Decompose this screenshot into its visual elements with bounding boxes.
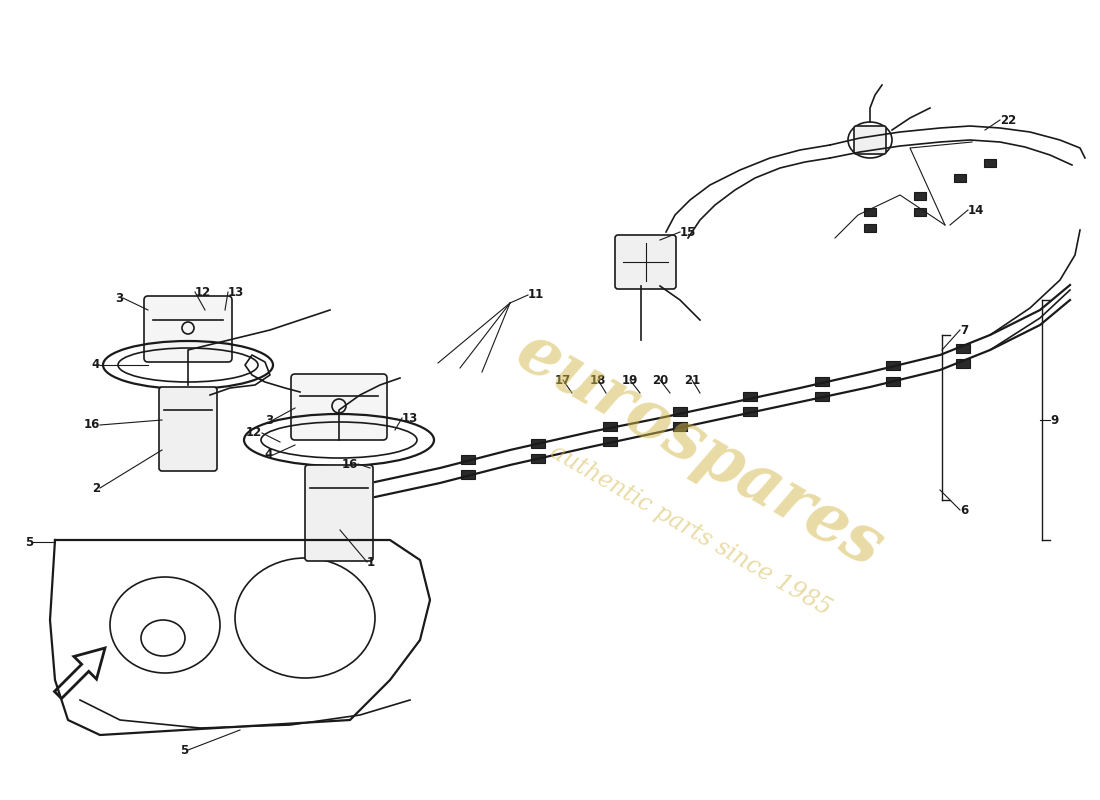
Bar <box>886 361 900 370</box>
Text: 4: 4 <box>265 449 273 462</box>
Text: 4: 4 <box>91 358 100 371</box>
Text: 1: 1 <box>367 555 375 569</box>
Text: 3: 3 <box>265 414 273 426</box>
FancyBboxPatch shape <box>854 126 886 154</box>
Bar <box>956 343 970 353</box>
Bar <box>956 358 970 367</box>
Text: authentic parts since 1985: authentic parts since 1985 <box>546 440 835 620</box>
Text: 21: 21 <box>684 374 700 386</box>
Text: 12: 12 <box>195 286 211 298</box>
Text: 20: 20 <box>652 374 668 386</box>
Text: 14: 14 <box>968 203 984 217</box>
Text: 9: 9 <box>1050 414 1058 426</box>
Text: 3: 3 <box>114 291 123 305</box>
Bar <box>603 422 617 430</box>
Text: 17: 17 <box>554 374 571 386</box>
FancyBboxPatch shape <box>305 465 373 561</box>
FancyBboxPatch shape <box>615 235 676 289</box>
Bar <box>603 437 617 446</box>
Text: eurospares: eurospares <box>505 318 895 582</box>
Bar <box>954 174 966 182</box>
Text: 12: 12 <box>245 426 262 439</box>
Text: 5: 5 <box>24 535 33 549</box>
Text: 13: 13 <box>228 286 244 298</box>
Text: 6: 6 <box>960 503 968 517</box>
Bar <box>984 159 996 167</box>
Text: 15: 15 <box>680 226 696 238</box>
FancyArrow shape <box>55 648 104 698</box>
FancyBboxPatch shape <box>144 296 232 362</box>
Bar <box>886 377 900 386</box>
Text: 16: 16 <box>84 418 100 431</box>
Text: 2: 2 <box>92 482 100 494</box>
Text: 22: 22 <box>1000 114 1016 126</box>
Bar <box>742 391 757 401</box>
Bar <box>673 422 688 430</box>
Bar <box>914 192 926 200</box>
FancyBboxPatch shape <box>292 374 387 440</box>
FancyBboxPatch shape <box>160 387 217 471</box>
Text: 11: 11 <box>528 289 544 302</box>
Bar <box>673 406 688 415</box>
Bar <box>864 208 876 216</box>
Text: 7: 7 <box>960 323 968 337</box>
Bar <box>864 224 876 232</box>
Bar <box>531 438 544 447</box>
Bar <box>815 391 829 401</box>
Text: 18: 18 <box>590 374 606 386</box>
Text: 5: 5 <box>179 743 188 757</box>
Bar <box>815 377 829 386</box>
Bar <box>914 208 926 216</box>
Bar <box>461 470 475 478</box>
Bar <box>742 406 757 415</box>
Text: 19: 19 <box>621 374 638 386</box>
Bar <box>531 454 544 462</box>
Text: 16: 16 <box>342 458 358 470</box>
Text: 13: 13 <box>402 411 418 425</box>
Bar <box>461 454 475 463</box>
